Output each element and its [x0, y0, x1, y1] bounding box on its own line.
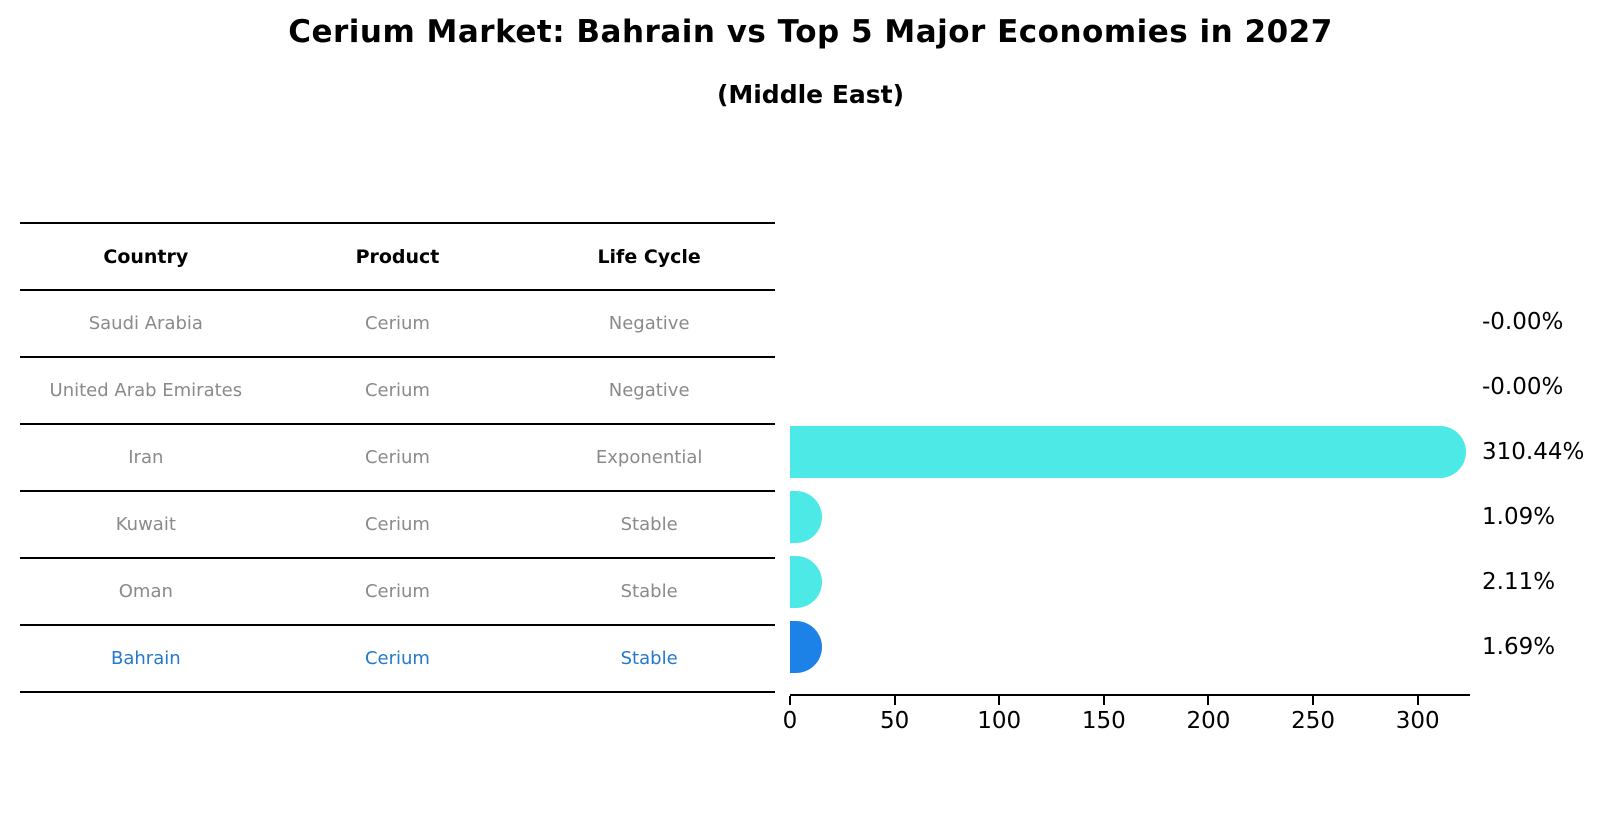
table-row-kuwait: Kuwait Cerium Stable	[20, 490, 775, 557]
tick-mark	[998, 696, 1001, 705]
value-label-saudi-arabia: -0.00%	[1482, 308, 1564, 335]
cell-country: Oman	[118, 581, 173, 602]
cell-life-cycle: Exponential	[595, 447, 703, 468]
table-header-row: Country Product Life Cycle	[20, 222, 775, 289]
chart-subtitle: (Middle East)	[716, 80, 905, 109]
cell-country: Saudi Arabia	[88, 313, 203, 334]
x-axis-line	[790, 694, 1470, 696]
cell-product: Cerium	[364, 447, 430, 468]
cell-product: Cerium	[364, 514, 430, 535]
tick-mark	[1102, 696, 1105, 705]
tick-label: 0	[782, 708, 798, 734]
tick-label: 250	[1291, 708, 1336, 734]
tick-mark	[1312, 696, 1315, 705]
tick-mark	[893, 696, 896, 705]
tick-label: 300	[1395, 708, 1440, 734]
cell-life-cycle: Negative	[608, 380, 690, 401]
value-label-iran: 310.44%	[1482, 438, 1585, 465]
chart-title: Cerium Market: Bahrain vs Top 5 Major Ec…	[288, 14, 1333, 50]
value-label-bahrain: 1.69%	[1482, 633, 1556, 660]
cell-life-cycle: Stable	[620, 581, 678, 602]
cell-country: Kuwait	[115, 514, 176, 535]
column-header-life-cycle: Life Cycle	[597, 245, 701, 268]
tick-label: 50	[879, 708, 910, 734]
tick-label: 200	[1186, 708, 1231, 734]
value-label-uae: -0.00%	[1482, 373, 1564, 400]
cell-product: Cerium	[364, 380, 430, 401]
column-header-product: Product	[355, 245, 440, 268]
value-label-kuwait: 1.09%	[1482, 503, 1556, 530]
tick-mark	[1416, 696, 1419, 705]
table-row-bahrain: Bahrain Cerium Stable	[20, 624, 775, 691]
cell-country: United Arab Emirates	[49, 380, 243, 401]
cell-country: Bahrain	[111, 648, 181, 669]
value-label-oman: 2.11%	[1482, 568, 1556, 595]
cell-life-cycle: Stable	[620, 648, 678, 669]
cell-country: Iran	[128, 447, 164, 468]
tick-label: 150	[1081, 708, 1126, 734]
bar-plot-area: 0 50 100 150 200 250 300	[783, 222, 1470, 752]
tick-label: 100	[977, 708, 1022, 734]
bars-container	[790, 289, 1470, 679]
bar-iran	[790, 425, 1466, 478]
value-labels: -0.00% -0.00% 310.44% 1.09% 2.11% 1.69%	[1482, 289, 1617, 679]
table-row-saudi-arabia: Saudi Arabia Cerium Negative	[20, 289, 775, 356]
table-row-uae: United Arab Emirates Cerium Negative	[20, 356, 775, 423]
country-table: Country Product Life Cycle Saudi Arabia …	[20, 222, 775, 693]
cell-product: Cerium	[364, 313, 430, 334]
column-header-country: Country	[103, 245, 189, 268]
tick-mark	[789, 696, 791, 705]
cell-life-cycle: Negative	[608, 313, 690, 334]
cell-product: Cerium	[364, 648, 430, 669]
bar-kuwait	[790, 490, 822, 543]
cell-life-cycle: Stable	[620, 514, 678, 535]
bar-bahrain	[790, 620, 822, 673]
table-row-oman: Oman Cerium Stable	[20, 557, 775, 624]
table-row-iran: Iran Cerium Exponential	[20, 423, 775, 490]
bar-oman	[790, 555, 822, 608]
tick-mark	[1207, 696, 1210, 705]
cell-product: Cerium	[364, 581, 430, 602]
